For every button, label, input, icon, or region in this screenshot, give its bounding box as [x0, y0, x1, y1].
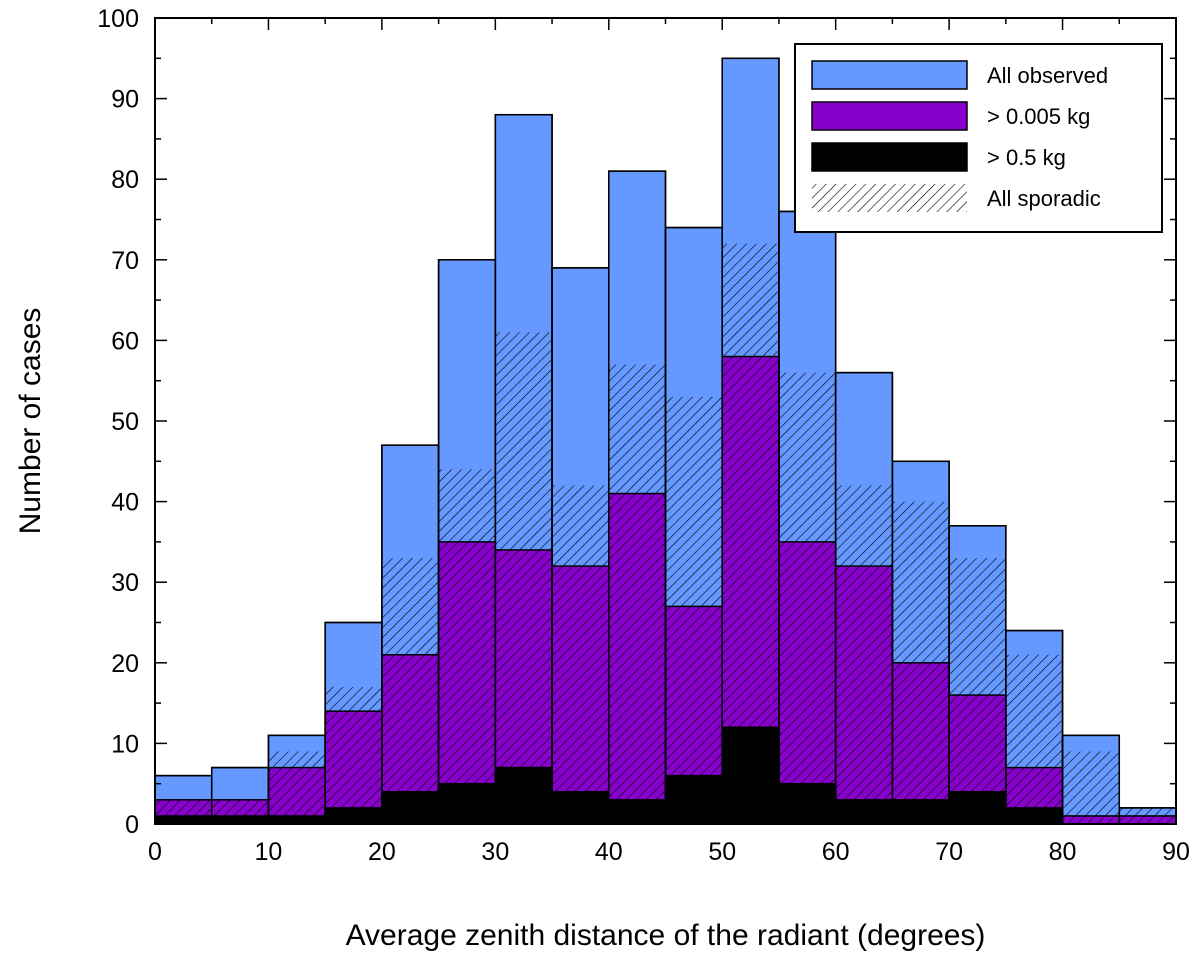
bar-all-sporadic-50	[722, 243, 779, 824]
axis-ticks	[154, 17, 1177, 825]
legend-swatch-0-005-kg	[811, 101, 968, 131]
bar-all-sporadic-80	[1062, 751, 1120, 824]
legend-swatch-all-sporadic	[812, 184, 967, 212]
legend-label-all-sporadic: All sporadic	[987, 186, 1101, 211]
x-tick-label: 40	[595, 838, 623, 866]
y-tick-label: 40	[111, 489, 139, 517]
x-tick-label: 50	[708, 838, 736, 866]
bar-all-sporadic-40	[608, 364, 666, 824]
bar-all-sporadic-70	[949, 558, 1006, 824]
x-tick-label: 70	[935, 838, 963, 866]
bar-all-sporadic-85	[1119, 807, 1176, 824]
bar-all-sporadic-30	[495, 332, 553, 824]
y-tick-label: 100	[97, 5, 139, 33]
legend-swatch-all-observed	[811, 60, 968, 90]
bar-all-sporadic-35	[552, 485, 609, 824]
legend-swatch-0-5-kg	[811, 142, 968, 172]
series-all-sporadic	[155, 243, 1176, 824]
legend-label-0-5-kg: > 0.5 kg	[987, 145, 1066, 170]
bar-all-sporadic-60	[835, 485, 893, 824]
legend-label-0-005-kg: > 0.005 kg	[987, 104, 1090, 129]
bar-all-sporadic-45	[665, 396, 723, 824]
tick-labels: 0 10 20 30 40 50 60 70 80 90 0 10 20 30 40 50 60 70 80 90 10…	[97, 5, 1190, 866]
y-tick-label: 60	[111, 327, 139, 355]
bar-all-sporadic-15	[325, 686, 382, 824]
x-tick-label: 80	[1049, 838, 1077, 866]
y-tick-label: 50	[111, 408, 139, 436]
y-tick-label: 80	[111, 166, 139, 194]
legend-label-all-observed: All observed	[987, 63, 1108, 88]
bar-all-sporadic-5	[211, 799, 269, 824]
bar-all-sporadic-75	[1005, 654, 1063, 824]
x-tick-label: 30	[481, 838, 509, 866]
y-tick-label: 70	[111, 247, 139, 275]
x-tick-label: 10	[255, 838, 283, 866]
bar-all-sporadic-10	[268, 751, 326, 824]
bar-all-sporadic-0	[155, 799, 212, 824]
y-tick-label: 90	[111, 86, 139, 114]
legend: All observed > 0.005 kg > 0.5 kg All sporad…	[794, 43, 1163, 233]
x-tick-label: 60	[822, 838, 850, 866]
x-tick-label: 90	[1162, 838, 1190, 866]
bar-all-sporadic-65	[892, 501, 950, 824]
y-tick-label: 20	[111, 650, 139, 678]
bar-all-sporadic-25	[438, 469, 496, 824]
bar-all-sporadic-55	[778, 372, 836, 824]
x-axis-label: Average zenith distance of the radiant (…	[346, 919, 986, 952]
x-tick-label: 0	[148, 838, 162, 866]
y-tick-label: 10	[111, 730, 139, 758]
y-tick-label: 0	[125, 811, 139, 839]
bar-all-sporadic-20	[381, 558, 439, 824]
y-axis-label: Number of cases	[14, 308, 47, 535]
x-tick-label: 20	[368, 838, 396, 866]
y-tick-label: 30	[111, 569, 139, 597]
